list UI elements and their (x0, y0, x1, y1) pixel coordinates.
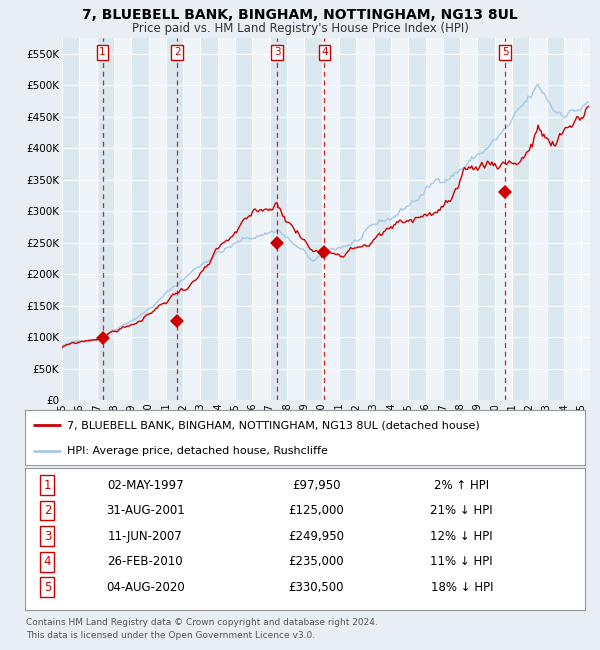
Text: 7, BLUEBELL BANK, BINGHAM, NOTTINGHAM, NG13 8UL (detached house): 7, BLUEBELL BANK, BINGHAM, NOTTINGHAM, N… (67, 421, 480, 430)
Bar (166, 38, 183, 400)
Text: £97,950: £97,950 (292, 478, 340, 491)
Text: 4: 4 (321, 47, 328, 57)
Text: Price paid vs. HM Land Registry's House Price Index (HPI): Price paid vs. HM Land Registry's House … (131, 22, 469, 35)
Text: £125,000: £125,000 (289, 504, 344, 517)
Text: 11-JUN-2007: 11-JUN-2007 (108, 530, 183, 543)
Bar (253, 38, 270, 400)
Bar (62, 38, 79, 400)
Text: 4: 4 (44, 555, 51, 568)
Text: 7, BLUEBELL BANK, BINGHAM, NOTTINGHAM, NG13 8UL: 7, BLUEBELL BANK, BINGHAM, NOTTINGHAM, N… (82, 8, 518, 22)
Bar (408, 38, 425, 400)
Bar (339, 38, 356, 400)
Text: 04-AUG-2020: 04-AUG-2020 (106, 581, 185, 594)
Text: £330,500: £330,500 (289, 581, 344, 594)
Bar (529, 38, 547, 400)
Text: 3: 3 (44, 530, 51, 543)
Bar (235, 38, 253, 400)
Bar (391, 38, 408, 400)
Text: 5: 5 (502, 47, 508, 57)
Text: 2: 2 (44, 504, 51, 517)
Text: 5: 5 (44, 581, 51, 594)
Bar (270, 38, 287, 400)
Bar (322, 38, 339, 400)
Bar (564, 38, 581, 400)
Text: 26-FEB-2010: 26-FEB-2010 (107, 555, 183, 568)
Bar (114, 38, 131, 400)
Bar (218, 38, 235, 400)
Bar (200, 38, 218, 400)
Bar (495, 38, 512, 400)
Bar (460, 38, 478, 400)
Text: 21% ↓ HPI: 21% ↓ HPI (430, 504, 493, 517)
Text: 18% ↓ HPI: 18% ↓ HPI (431, 581, 493, 594)
Text: 2: 2 (174, 47, 181, 57)
Text: 3: 3 (274, 47, 281, 57)
Bar (79, 38, 97, 400)
Text: £249,950: £249,950 (288, 530, 344, 543)
Bar (356, 38, 374, 400)
Text: 31-AUG-2001: 31-AUG-2001 (106, 504, 185, 517)
Bar (512, 38, 529, 400)
Bar (443, 38, 460, 400)
Bar (425, 38, 443, 400)
Bar (478, 38, 495, 400)
Text: 1: 1 (99, 47, 106, 57)
Text: 1: 1 (44, 478, 51, 491)
Text: 2% ↑ HPI: 2% ↑ HPI (434, 478, 490, 491)
Bar (97, 38, 114, 400)
Text: 11% ↓ HPI: 11% ↓ HPI (430, 555, 493, 568)
Text: Contains HM Land Registry data © Crown copyright and database right 2024.: Contains HM Land Registry data © Crown c… (26, 618, 377, 627)
Text: This data is licensed under the Open Government Licence v3.0.: This data is licensed under the Open Gov… (26, 631, 315, 640)
Text: 12% ↓ HPI: 12% ↓ HPI (430, 530, 493, 543)
Bar (547, 38, 564, 400)
Bar (183, 38, 200, 400)
Bar (304, 38, 322, 400)
Bar (287, 38, 304, 400)
Text: HPI: Average price, detached house, Rushcliffe: HPI: Average price, detached house, Rush… (67, 447, 328, 456)
Bar (374, 38, 391, 400)
Text: £235,000: £235,000 (289, 555, 344, 568)
Text: 02-MAY-1997: 02-MAY-1997 (107, 478, 184, 491)
Bar (149, 38, 166, 400)
Bar (131, 38, 149, 400)
